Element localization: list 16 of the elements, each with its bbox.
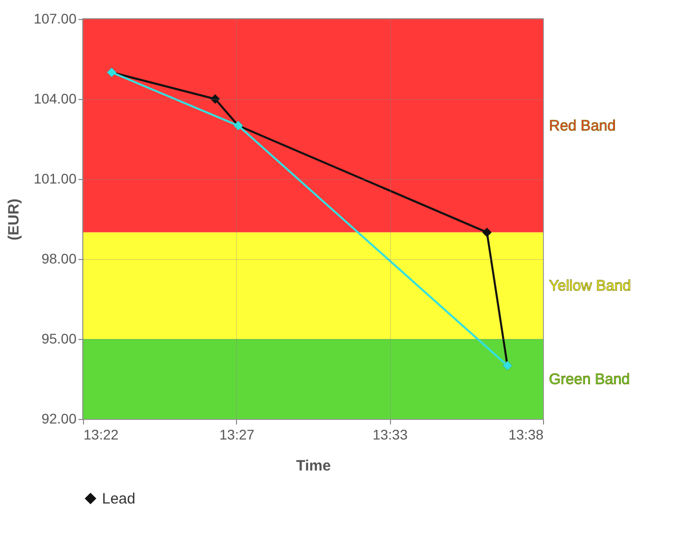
x-axis-title: Time xyxy=(296,458,331,474)
x-tick-label: 13:27 xyxy=(219,426,255,442)
y-tick-label: 101.00 xyxy=(34,170,77,186)
y-tick-label: 104.00 xyxy=(34,90,77,106)
x-tick-label: 13:33 xyxy=(372,426,408,442)
band-label: Red Band xyxy=(549,118,616,135)
x-tick-label: 13:22 xyxy=(84,426,119,442)
x-tick-label: 13:38 xyxy=(508,426,544,442)
y-tick-label: 98.00 xyxy=(41,250,77,266)
band-label: Yellow Band xyxy=(549,278,632,295)
y-axis-title: (EUR) xyxy=(6,198,23,240)
y-tick-label: 95.00 xyxy=(41,330,77,346)
y-tick-label: 92.00 xyxy=(41,410,77,426)
band-label: Green Band xyxy=(549,371,630,388)
legend-label: Lead xyxy=(102,490,136,508)
y-tick-label: 107.00 xyxy=(34,10,77,26)
